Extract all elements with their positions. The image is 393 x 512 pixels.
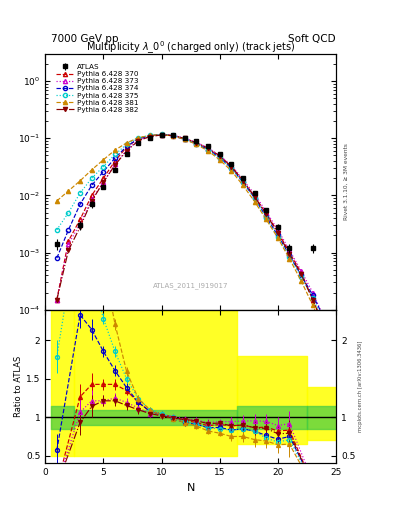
- Y-axis label: mcplots.cern.ch [arXiv:1306.3436]: mcplots.cern.ch [arXiv:1306.3436]: [358, 341, 363, 432]
- X-axis label: N: N: [186, 483, 195, 493]
- Text: 7000 GeV pp: 7000 GeV pp: [51, 33, 119, 44]
- Y-axis label: Ratio to ATLAS: Ratio to ATLAS: [14, 356, 23, 417]
- Legend: ATLAS, Pythia 6.428 370, Pythia 6.428 373, Pythia 6.428 374, Pythia 6.428 375, P: ATLAS, Pythia 6.428 370, Pythia 6.428 37…: [55, 62, 140, 114]
- Text: Soft QCD: Soft QCD: [288, 33, 336, 44]
- Text: ATLAS_2011_I919017: ATLAS_2011_I919017: [153, 283, 228, 289]
- Y-axis label: Rivet 3.1.10, ≥ 3M events: Rivet 3.1.10, ≥ 3M events: [343, 143, 349, 220]
- Title: Multiplicity $\lambda\_0^0$ (charged only) (track jets): Multiplicity $\lambda\_0^0$ (charged onl…: [86, 39, 296, 56]
